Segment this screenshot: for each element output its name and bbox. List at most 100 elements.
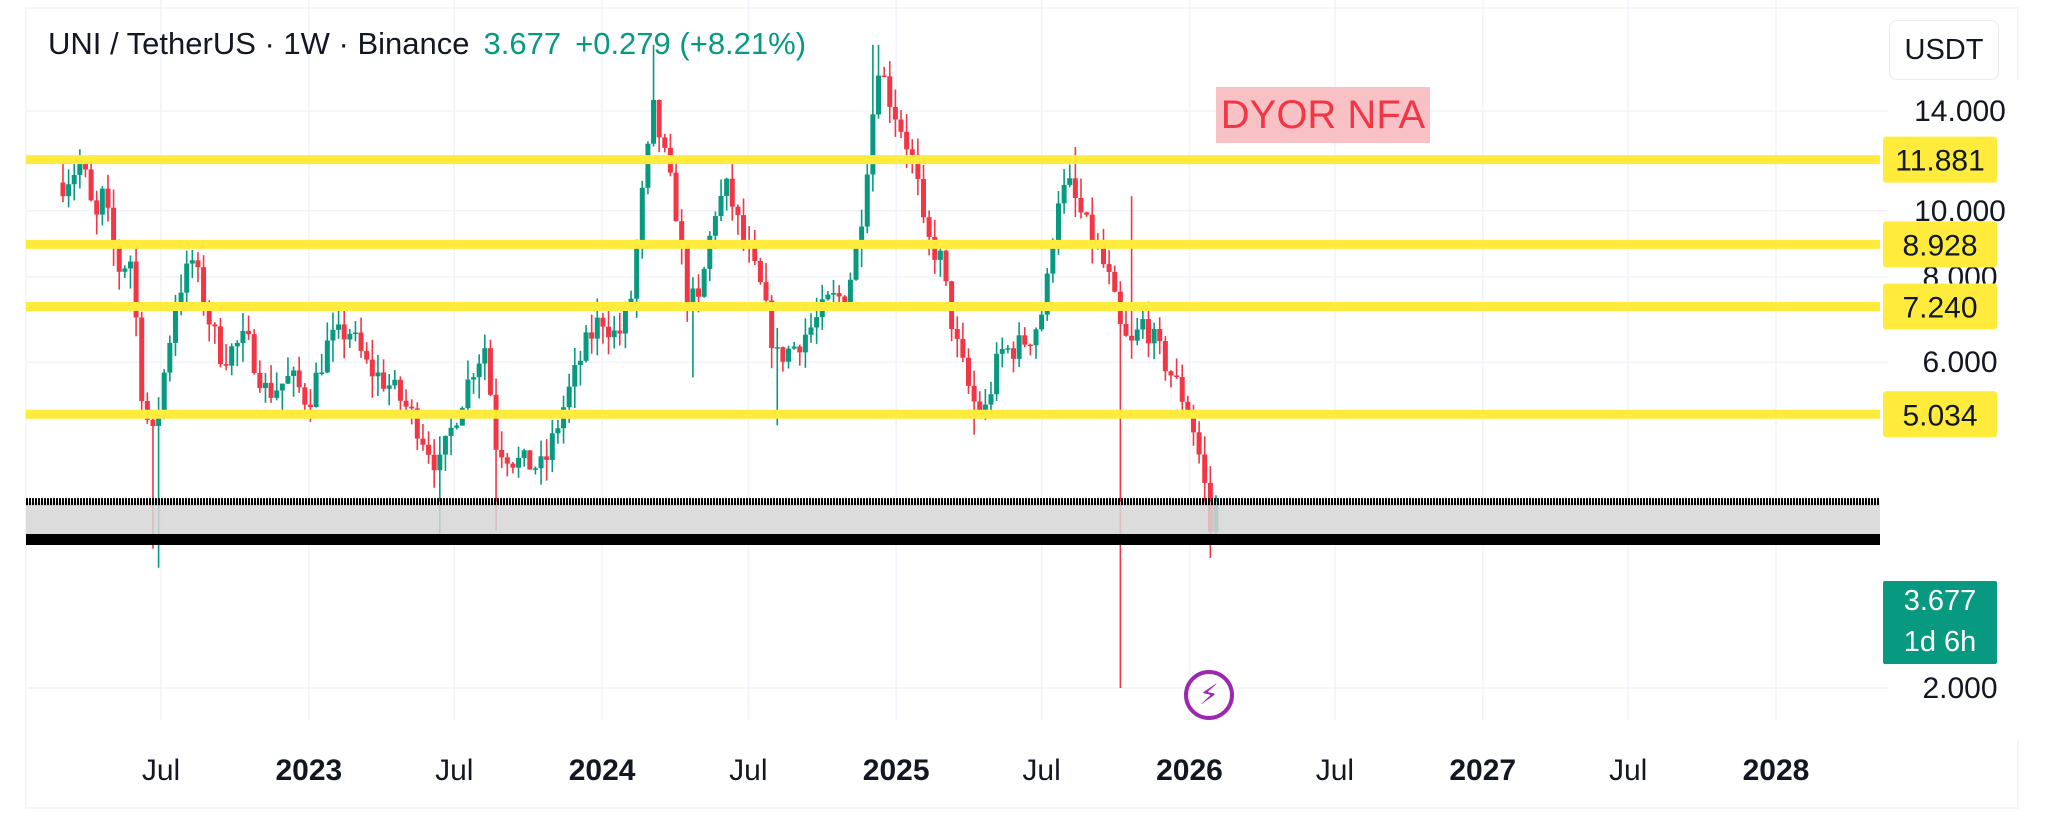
- x-tick-label: 2025: [863, 754, 930, 787]
- candle-body: [718, 195, 724, 217]
- candle-body: [898, 119, 904, 132]
- candle-body: [392, 379, 398, 386]
- symbol-header: UNI / TetherUS · 1W · Binance 3.677 +0.279…: [48, 26, 806, 62]
- candle-body: [1089, 214, 1095, 245]
- candle-body: [971, 385, 977, 402]
- candle-body: [994, 353, 1000, 395]
- candle-body: [307, 404, 313, 407]
- currency-button[interactable]: USDT: [1889, 20, 1999, 80]
- candle-body: [77, 163, 83, 175]
- candle-body: [606, 326, 612, 338]
- candle-body: [679, 221, 685, 249]
- candle-body: [504, 457, 510, 464]
- candle-body: [122, 268, 128, 272]
- candle-body: [268, 382, 274, 398]
- candle-body: [291, 370, 297, 376]
- candle-body: [1179, 377, 1185, 402]
- candle-body: [853, 248, 859, 280]
- symbol-label[interactable]: UNI / TetherUS · 1W · Binance: [48, 26, 470, 61]
- candle-body: [864, 174, 870, 227]
- x-tick-label: Jul: [1609, 754, 1647, 787]
- candle-body: [1061, 184, 1067, 204]
- candle-body: [167, 342, 173, 373]
- candle-body: [414, 408, 420, 439]
- candle-body: [988, 394, 994, 405]
- candle-body: [88, 169, 94, 201]
- candle-body: [279, 383, 285, 391]
- candle-body: [1140, 319, 1146, 330]
- candle-body: [797, 346, 803, 353]
- candle-body: [943, 250, 949, 282]
- x-tick-label: Jul: [1316, 754, 1354, 787]
- candle-body: [690, 288, 696, 307]
- candle-body: [313, 372, 319, 407]
- candle-body: [234, 342, 240, 347]
- candle-body: [1055, 203, 1061, 243]
- candle-body: [82, 163, 88, 170]
- candle-body: [724, 178, 730, 196]
- candle-body: [336, 324, 342, 330]
- candle-body: [206, 308, 212, 325]
- candle-body: [1016, 335, 1022, 359]
- dyor-annotation[interactable]: DYOR NFA: [1216, 87, 1430, 143]
- candle-body: [251, 334, 257, 374]
- level-label-box: [1883, 283, 1997, 330]
- candle-body: [1010, 348, 1016, 359]
- candle-body: [566, 386, 572, 408]
- x-tick-label: 2026: [1156, 754, 1223, 787]
- candle-body: [780, 347, 786, 362]
- candle-body: [831, 293, 837, 295]
- level-label-box: [1883, 136, 1997, 183]
- candle-body: [111, 207, 117, 247]
- candle-body: [1190, 413, 1196, 433]
- candle-body: [229, 346, 235, 366]
- candle-body: [1123, 323, 1129, 336]
- candle-body: [341, 324, 347, 340]
- candle-body: [521, 450, 527, 458]
- y-tick-label: 14.000: [1914, 95, 2006, 128]
- candle-body: [825, 294, 831, 300]
- candle-body: [482, 348, 488, 364]
- candle-body: [538, 456, 544, 469]
- candle-body: [319, 372, 325, 374]
- lightning-bolt-icon[interactable]: ⚡: [1184, 670, 1234, 720]
- candle-body: [909, 149, 915, 155]
- candle-body: [937, 250, 943, 260]
- candle-body: [437, 454, 443, 471]
- candle-body: [982, 404, 988, 414]
- candle-body: [842, 296, 848, 307]
- candle-body: [195, 260, 201, 268]
- candle-body: [634, 244, 640, 299]
- candle-body: [324, 340, 330, 373]
- price-change: +0.279 (+8.21%): [575, 26, 807, 61]
- candle-body: [1145, 319, 1151, 344]
- candle-body: [589, 332, 595, 339]
- candle-body: [859, 226, 865, 249]
- candle-body: [358, 332, 364, 351]
- candle-body: [212, 324, 218, 327]
- candle-body: [707, 235, 713, 269]
- candle-body: [493, 394, 499, 450]
- level-label: 11.881: [1895, 145, 1985, 178]
- candle-body: [999, 349, 1005, 354]
- candle-body: [802, 334, 808, 353]
- candle-body: [583, 332, 589, 361]
- candle-body: [94, 200, 100, 215]
- x-tick-label: Jul: [729, 754, 767, 787]
- candle-body: [1174, 375, 1180, 378]
- candle-body: [150, 419, 156, 426]
- support-zone: [26, 501, 1880, 540]
- candle-body: [915, 154, 921, 179]
- candle-body: [189, 260, 195, 264]
- candle-body: [572, 364, 578, 387]
- candle-body: [426, 444, 432, 455]
- candle-body: [71, 174, 77, 185]
- candle-body: [172, 305, 178, 343]
- candle-body: [549, 433, 555, 460]
- candle-body: [1100, 244, 1106, 265]
- candle-body: [1050, 242, 1056, 274]
- candle-body: [532, 468, 538, 470]
- candle-body: [1157, 328, 1163, 342]
